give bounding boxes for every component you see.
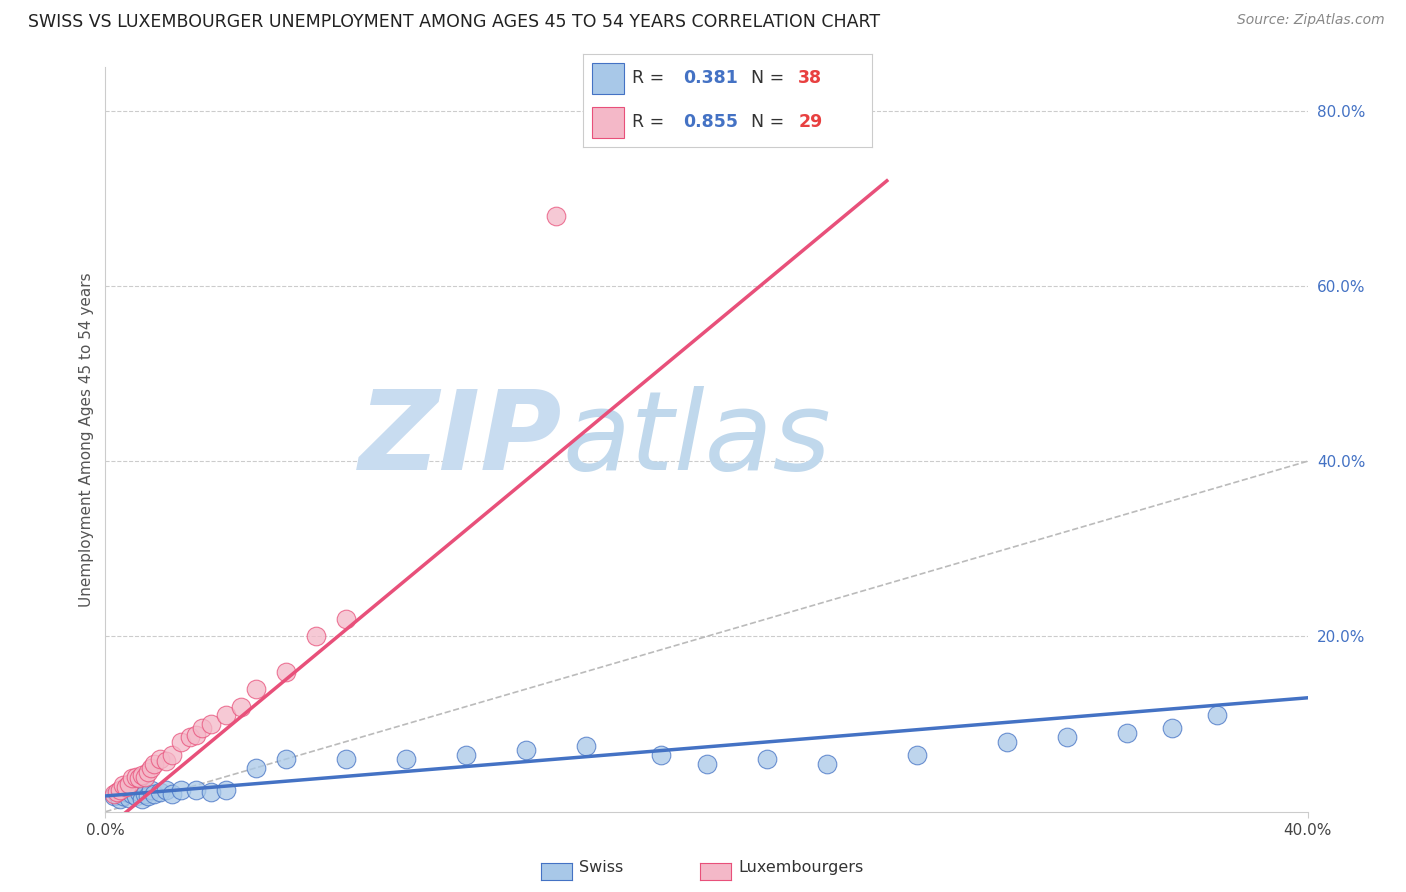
Point	[1206, 708, 1229, 723]
Point	[142, 787, 165, 801]
Point	[128, 785, 150, 799]
FancyBboxPatch shape	[592, 107, 624, 138]
Point	[245, 681, 267, 696]
Point	[305, 630, 328, 644]
Point	[136, 765, 159, 780]
Text: Source: ZipAtlas.com: Source: ZipAtlas.com	[1237, 13, 1385, 28]
Text: R =: R =	[633, 69, 671, 87]
Point	[200, 785, 222, 799]
Point	[148, 785, 170, 799]
Point	[184, 782, 207, 797]
Text: 29: 29	[799, 113, 823, 131]
Point	[905, 747, 928, 762]
Point	[335, 612, 357, 626]
Point	[650, 747, 672, 762]
Point	[134, 770, 156, 784]
Point	[454, 747, 477, 762]
Point	[124, 770, 146, 784]
Point	[815, 756, 838, 771]
Point	[103, 789, 125, 803]
Point	[200, 717, 222, 731]
Point	[1116, 726, 1139, 740]
Point	[148, 752, 170, 766]
Point	[139, 782, 162, 797]
Point	[118, 777, 141, 791]
Text: 0.855: 0.855	[683, 113, 738, 131]
Point	[110, 782, 132, 797]
Point	[107, 785, 129, 799]
Point	[335, 752, 357, 766]
Point	[139, 761, 162, 775]
Point	[160, 787, 183, 801]
Text: R =: R =	[633, 113, 671, 131]
Point	[110, 791, 132, 805]
Point	[118, 790, 141, 805]
Point	[112, 789, 135, 803]
Text: SWISS VS LUXEMBOURGER UNEMPLOYMENT AMONG AGES 45 TO 54 YEARS CORRELATION CHART: SWISS VS LUXEMBOURGER UNEMPLOYMENT AMONG…	[28, 13, 880, 31]
Point	[112, 779, 135, 793]
Point	[245, 761, 267, 775]
Point	[190, 722, 212, 736]
Text: ZIP: ZIP	[359, 386, 562, 492]
Point	[575, 739, 598, 753]
Text: Luxembourgers: Luxembourgers	[738, 860, 863, 874]
Text: 0.381: 0.381	[683, 69, 738, 87]
Point	[115, 785, 138, 799]
Point	[121, 787, 143, 801]
Point	[1056, 730, 1078, 744]
Point	[1161, 722, 1184, 736]
Point	[755, 752, 778, 766]
Point	[546, 209, 568, 223]
Point	[155, 754, 177, 768]
Point	[115, 780, 138, 794]
FancyBboxPatch shape	[592, 63, 624, 94]
Point	[134, 787, 156, 801]
Point	[229, 699, 252, 714]
Point	[515, 743, 537, 757]
Point	[131, 791, 153, 805]
Point	[131, 768, 153, 782]
Point	[395, 752, 418, 766]
Point	[107, 787, 129, 801]
Text: 38: 38	[799, 69, 823, 87]
Y-axis label: Unemployment Among Ages 45 to 54 years: Unemployment Among Ages 45 to 54 years	[79, 272, 94, 607]
Point	[169, 734, 191, 748]
Point	[121, 772, 143, 786]
Text: N =: N =	[751, 113, 789, 131]
Point	[160, 747, 183, 762]
Point	[155, 782, 177, 797]
Point	[103, 787, 125, 801]
Point	[214, 782, 236, 797]
Point	[169, 782, 191, 797]
Text: N =: N =	[751, 69, 789, 87]
Point	[274, 665, 297, 679]
Point	[214, 708, 236, 723]
Text: Swiss: Swiss	[579, 860, 623, 874]
Text: atlas: atlas	[562, 386, 831, 492]
Point	[274, 752, 297, 766]
Point	[136, 789, 159, 803]
Point	[142, 756, 165, 771]
Point	[124, 789, 146, 803]
Point	[995, 734, 1018, 748]
Point	[128, 772, 150, 786]
Point	[179, 730, 201, 744]
Point	[696, 756, 718, 771]
Point	[184, 728, 207, 742]
